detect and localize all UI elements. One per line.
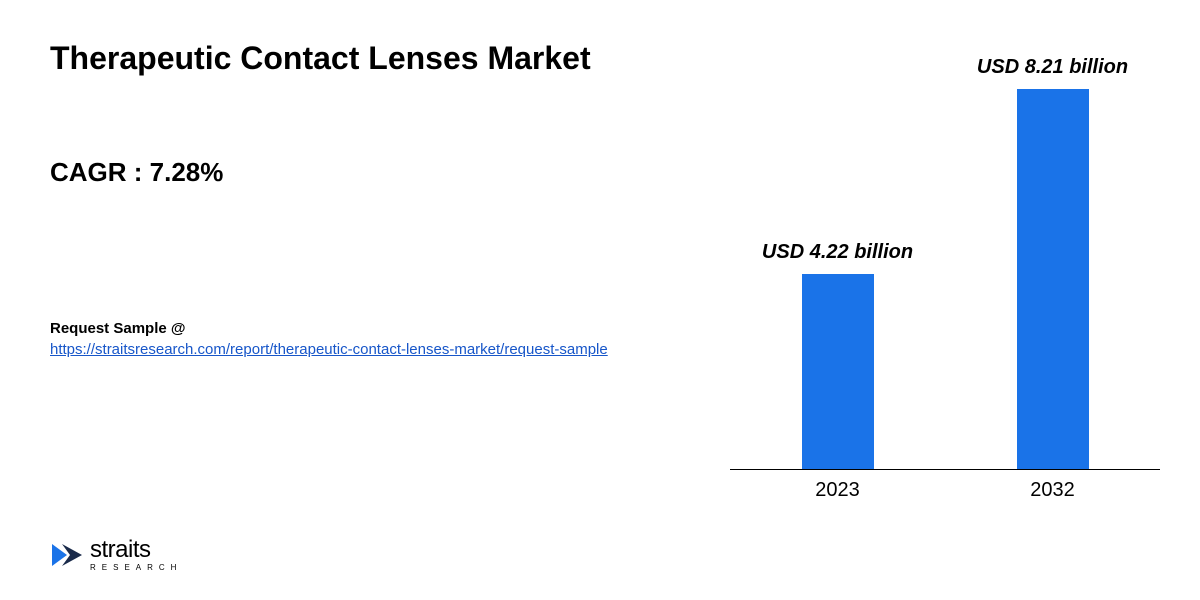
bar-value-label: USD 4.22 billion	[762, 241, 913, 264]
bar-chart: USD 4.22 billion USD 8.21 billion	[730, 70, 1160, 470]
chart-column: USD 4.22 billion USD 8.21 billion 2023 2…	[730, 40, 1160, 580]
bar-0	[802, 274, 874, 469]
x-label-1: 2032	[945, 479, 1160, 502]
main-container: Therapeutic Contact Lenses Market CAGR :…	[0, 0, 1200, 600]
request-sample-block: Request Sample @ https://straitsresearch…	[50, 318, 730, 360]
bar-group-1: USD 8.21 billion	[945, 56, 1160, 469]
left-column: Therapeutic Contact Lenses Market CAGR :…	[50, 40, 730, 580]
bar-group-0: USD 4.22 billion	[730, 241, 945, 469]
request-label: Request Sample @	[50, 318, 730, 339]
cagr-text: CAGR : 7.28%	[50, 157, 730, 188]
bar-value-label: USD 8.21 billion	[977, 56, 1128, 79]
x-axis-labels: 2023 2032	[730, 479, 1160, 502]
logo-main-text: straits	[90, 538, 182, 562]
logo-icon	[50, 538, 84, 572]
bar-1	[1017, 89, 1089, 469]
logo-sub-text: RESEARCH	[90, 564, 182, 572]
straits-logo: straits RESEARCH	[50, 538, 182, 572]
logo-text: straits RESEARCH	[90, 538, 182, 572]
page-title: Therapeutic Contact Lenses Market	[50, 40, 730, 77]
request-sample-link[interactable]: https://straitsresearch.com/report/thera…	[50, 341, 608, 358]
x-label-0: 2023	[730, 479, 945, 502]
